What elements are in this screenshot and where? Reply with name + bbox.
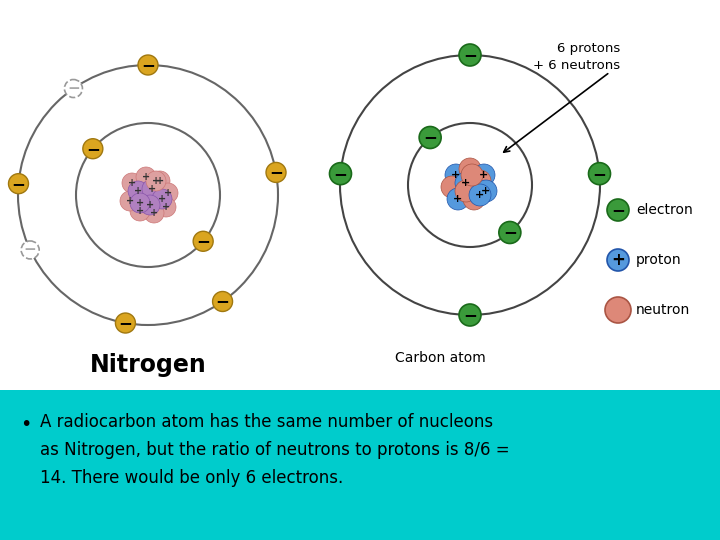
- Text: −: −: [197, 232, 210, 250]
- Text: +: +: [462, 178, 471, 188]
- Text: −: −: [463, 306, 477, 324]
- Circle shape: [122, 173, 142, 193]
- Text: A radiocarbon atom has the same number of nucleons
as Nitrogen, but the ratio of: A radiocarbon atom has the same number o…: [40, 413, 510, 487]
- Circle shape: [21, 241, 39, 259]
- Text: +: +: [148, 184, 156, 194]
- Circle shape: [605, 297, 631, 323]
- Circle shape: [447, 188, 469, 210]
- Circle shape: [469, 170, 491, 192]
- Circle shape: [445, 164, 467, 186]
- Circle shape: [459, 304, 481, 326]
- Circle shape: [330, 163, 351, 185]
- Circle shape: [459, 158, 481, 180]
- Circle shape: [64, 79, 82, 98]
- Text: electron: electron: [636, 203, 693, 217]
- Text: •: •: [20, 415, 32, 434]
- Circle shape: [115, 313, 135, 333]
- Circle shape: [146, 171, 166, 191]
- Circle shape: [130, 201, 150, 221]
- Text: +: +: [158, 194, 166, 204]
- Circle shape: [9, 174, 29, 194]
- Text: Carbon atom: Carbon atom: [395, 351, 485, 365]
- Circle shape: [455, 172, 477, 194]
- Text: +: +: [136, 206, 144, 216]
- Circle shape: [212, 292, 233, 312]
- Text: −: −: [24, 242, 37, 258]
- Circle shape: [455, 180, 477, 202]
- Text: −: −: [67, 81, 80, 96]
- Text: 6 protons
+ 6 neutrons: 6 protons + 6 neutrons: [533, 42, 620, 72]
- Circle shape: [441, 176, 463, 198]
- Circle shape: [152, 189, 172, 209]
- Text: −: −: [269, 164, 283, 181]
- Circle shape: [120, 191, 140, 211]
- Text: +: +: [128, 178, 136, 188]
- Text: +: +: [146, 200, 154, 210]
- Circle shape: [156, 197, 176, 217]
- Text: +: +: [152, 176, 160, 186]
- Text: −: −: [423, 129, 437, 146]
- Text: −: −: [611, 201, 625, 219]
- Circle shape: [140, 195, 160, 215]
- Circle shape: [475, 180, 497, 202]
- Circle shape: [469, 184, 491, 206]
- Circle shape: [588, 163, 611, 185]
- Text: +: +: [451, 170, 461, 180]
- Circle shape: [193, 231, 213, 251]
- Text: +: +: [480, 170, 489, 180]
- Circle shape: [83, 139, 103, 159]
- Bar: [0, 0, 305, 390]
- Circle shape: [128, 181, 148, 201]
- Text: +: +: [156, 176, 164, 186]
- Text: proton: proton: [636, 253, 682, 267]
- Text: −: −: [215, 293, 230, 310]
- Text: +: +: [475, 190, 485, 200]
- Text: +: +: [142, 172, 150, 182]
- Text: +: +: [482, 186, 490, 196]
- Text: +: +: [454, 194, 463, 204]
- Text: +: +: [164, 188, 172, 198]
- Text: neutron: neutron: [636, 303, 690, 317]
- Circle shape: [607, 249, 629, 271]
- Text: +: +: [150, 208, 158, 218]
- Circle shape: [142, 179, 162, 199]
- Text: −: −: [333, 165, 348, 183]
- Text: +: +: [136, 198, 144, 208]
- Text: −: −: [12, 174, 25, 193]
- Text: −: −: [119, 314, 132, 332]
- Circle shape: [459, 44, 481, 66]
- Bar: [305, 0, 720, 390]
- Circle shape: [138, 55, 158, 75]
- Circle shape: [461, 164, 483, 186]
- Text: +: +: [611, 251, 625, 269]
- Circle shape: [463, 188, 485, 210]
- Text: −: −: [503, 224, 517, 241]
- Text: Nitrogen: Nitrogen: [89, 353, 207, 377]
- Circle shape: [150, 171, 170, 191]
- Text: +: +: [126, 196, 134, 206]
- Circle shape: [607, 199, 629, 221]
- Circle shape: [144, 203, 164, 223]
- Circle shape: [499, 221, 521, 244]
- Text: +: +: [162, 202, 170, 212]
- Circle shape: [419, 126, 441, 149]
- Text: −: −: [593, 165, 606, 183]
- Circle shape: [266, 163, 286, 183]
- Circle shape: [130, 193, 150, 213]
- Circle shape: [473, 164, 495, 186]
- Circle shape: [158, 183, 178, 203]
- Text: +: +: [134, 186, 142, 196]
- Text: −: −: [86, 140, 100, 158]
- Circle shape: [136, 167, 156, 187]
- Text: −: −: [141, 56, 155, 74]
- Text: −: −: [463, 46, 477, 64]
